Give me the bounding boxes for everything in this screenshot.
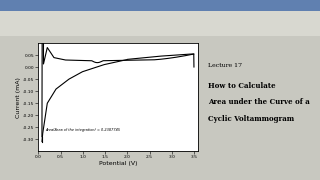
Text: Area under the Curve of a: Area under the Curve of a	[208, 98, 310, 106]
Text: Cyclic Voltammogram: Cyclic Voltammogram	[208, 115, 294, 123]
Text: How to Calculate: How to Calculate	[208, 82, 276, 90]
Text: Lecture 17: Lecture 17	[208, 63, 242, 68]
Text: Area(Area of the integration) = 0.2387745: Area(Area of the integration) = 0.238774…	[45, 128, 120, 132]
Y-axis label: Current (mA): Current (mA)	[16, 77, 21, 118]
X-axis label: Potential (V): Potential (V)	[99, 161, 138, 166]
